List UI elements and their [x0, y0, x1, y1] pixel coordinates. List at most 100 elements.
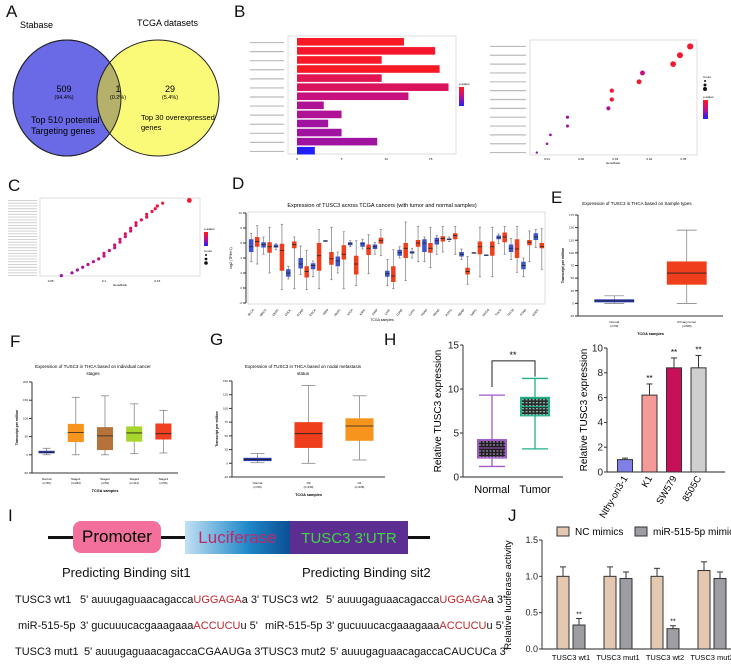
panel-label-h: H	[384, 330, 397, 349]
y-tick-label: 4	[240, 256, 242, 260]
size-legend-dot	[704, 80, 706, 82]
panel-label-c: C	[8, 176, 21, 195]
size-legend-dot	[204, 257, 208, 261]
dot	[123, 232, 127, 236]
dot	[118, 237, 122, 241]
x-tick-label: THYM	[506, 308, 515, 317]
legend-label: miR-515-5p mimics	[653, 527, 731, 538]
tumor-box	[452, 233, 458, 240]
sequence-label: miR-515-5p	[18, 620, 76, 632]
y-tick-label: 0	[226, 461, 228, 465]
dot	[155, 204, 159, 208]
dot	[113, 246, 117, 250]
y-tick-label: 6	[597, 393, 603, 404]
dot	[102, 251, 106, 255]
bar	[297, 92, 409, 101]
y-tick-label: 5	[453, 428, 459, 439]
tumor-box	[353, 255, 359, 275]
dot	[113, 243, 117, 247]
colorbar	[204, 232, 208, 246]
tumor-box	[490, 241, 495, 256]
x-tick-label: Stage2	[100, 477, 110, 481]
sequence: 5' auuugaguaacagaccaCGAAUGa 3'	[84, 646, 263, 658]
sequence: 3' gucuuucacgaaagaaaACCUCUu 5'	[326, 620, 504, 632]
y-tick-label: 15	[448, 340, 460, 351]
bar	[617, 459, 633, 473]
y-tick-label: 50	[225, 434, 229, 438]
set-label-tcga: TCGA datasets	[137, 18, 199, 28]
y-tick-label: 0.0	[525, 644, 538, 654]
x-axis-label: TCGA samples	[370, 318, 394, 322]
x-tick-n: (n=59)	[43, 481, 51, 485]
x-tick-n: (n=112)	[129, 481, 139, 485]
dot	[134, 223, 138, 228]
y-tick-label: -25	[570, 314, 575, 318]
dot	[118, 240, 122, 244]
chart-title: stages	[86, 371, 100, 376]
dot	[145, 215, 149, 219]
panel-label-d: D	[232, 174, 245, 193]
dot	[186, 197, 192, 203]
significance-label: **	[509, 350, 517, 360]
x-tick-label: 5	[341, 157, 343, 161]
bar	[297, 146, 315, 155]
size-legend-dot	[204, 261, 208, 265]
normal-box	[422, 239, 427, 252]
x-tick-label: 0.05	[48, 279, 54, 283]
y-tick-label: 175	[569, 213, 574, 217]
x-tick-label: 0.02	[578, 157, 584, 161]
tumor-box	[316, 243, 322, 271]
significance-label: **	[670, 619, 676, 626]
tumor-box	[391, 266, 396, 282]
y-tick-label: 25	[225, 448, 229, 452]
bar	[297, 83, 449, 91]
y-tick-label: 0	[453, 472, 459, 483]
x-tick-label: 0.03	[612, 157, 618, 161]
y-tick-label: 10	[239, 211, 243, 215]
box-stage3-box	[126, 426, 143, 442]
dot	[535, 151, 538, 154]
box-n0-box	[294, 422, 323, 448]
sequence-prefix: 3' gucuuucacgaaagaaa	[326, 620, 440, 632]
x-tick-n: (n=55)	[159, 481, 167, 485]
x-tick-label: CHOL	[284, 308, 293, 317]
seed-match: UGGAGA	[439, 594, 488, 606]
site1-title: Predicting Binding sit1	[62, 565, 191, 580]
y-tick-label: 0.5	[525, 608, 538, 618]
legend-swatch	[556, 526, 570, 537]
size-legend-dot	[205, 254, 207, 256]
dot	[676, 52, 683, 59]
stabase-desc: Targeting genes	[31, 126, 96, 136]
y-tick-label: 8	[240, 226, 242, 230]
x-tick-label: Stage1	[71, 477, 81, 481]
x-tick-label: KIRC	[359, 307, 367, 316]
thca-stage-boxplot: Expression of TUSC3 in THCA based on ind…	[15, 364, 178, 493]
x-axis-label: TCGA samples	[92, 489, 119, 493]
tumor-box	[539, 243, 545, 249]
x-tick-n: (n=59)	[253, 485, 261, 489]
legend-title-padj: p.adjust	[204, 227, 215, 231]
significance-label: **	[576, 611, 582, 618]
colorbar	[459, 87, 464, 106]
x-tick-n: (n=228)	[355, 485, 365, 489]
x-tick-label: KICH	[346, 308, 354, 316]
bar	[713, 578, 727, 650]
y-tick-label: 125	[569, 238, 574, 242]
bar	[297, 56, 382, 64]
x-tick-label: 0.15	[154, 279, 160, 283]
legend-label: NC mimics	[575, 527, 623, 538]
x-tick-label: Normal	[42, 477, 52, 481]
stabase-count: 509	[56, 84, 71, 94]
box-normal	[477, 439, 507, 459]
venn-outline	[12, 39, 122, 157]
bar	[297, 65, 440, 73]
y-axis-label: Relative luciferase activity	[503, 540, 514, 650]
sequence-label: TUSC3 mut1	[15, 646, 79, 658]
x-tick-label: 0	[296, 157, 298, 161]
normal-box	[248, 239, 254, 252]
sequence-label: TUSC3 wt1	[15, 594, 72, 606]
y-axis-label: Transcript per million	[561, 248, 565, 284]
bar	[297, 137, 378, 146]
sequence-suffix: a 3'	[487, 594, 506, 606]
